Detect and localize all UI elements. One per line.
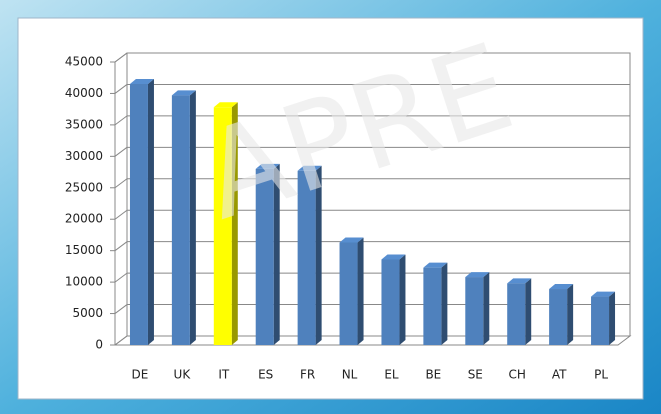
bar-top [423, 262, 448, 268]
bar-side [357, 237, 364, 345]
grid-line-side [114, 146, 128, 157]
x-tick-label: DE [132, 368, 149, 382]
bar-side [147, 79, 154, 345]
x-tick-label: AT [552, 368, 567, 382]
bar [465, 277, 484, 345]
bar-side [399, 254, 406, 345]
bar [549, 289, 568, 345]
bar-top [129, 79, 154, 85]
bar-top [549, 284, 574, 290]
y-tick-label: 10000 [65, 275, 103, 289]
bar-side [231, 102, 238, 345]
x-tick-label: BE [425, 368, 441, 382]
x-tick-label: ES [258, 368, 273, 382]
x-tick-label: EL [384, 368, 399, 382]
y-tick-label: 30000 [65, 149, 103, 163]
x-tick-label: FR [300, 368, 315, 382]
bar [297, 170, 316, 345]
bar-top [171, 90, 196, 96]
grid-line-side [114, 115, 128, 126]
bar [171, 95, 190, 345]
bar-side [189, 90, 196, 345]
plot-area: 0 5000 10000 15000 20000 25000 30000 35000 40000… [65, 52, 632, 382]
y-tick-label: 35000 [65, 117, 103, 131]
x-tick-label: SE [468, 368, 483, 382]
bar-top [297, 165, 322, 171]
bar-side [609, 291, 616, 345]
x-tick-label: CH [509, 368, 526, 382]
x-tick-label: UK [174, 368, 192, 382]
bar-top [213, 102, 238, 108]
x-tick-label: PL [594, 368, 608, 382]
bar [381, 259, 400, 345]
bar-side [441, 262, 448, 345]
bar-top [381, 254, 406, 260]
x-tick-label: IT [218, 368, 230, 382]
grid-line-side [114, 84, 128, 94]
bar [591, 296, 610, 345]
x-tick-label: NL [342, 368, 358, 382]
bar [423, 267, 442, 345]
bar-top [465, 272, 490, 278]
bar-side [483, 272, 490, 345]
grid-line-side [114, 178, 128, 189]
bar [255, 168, 274, 345]
grid-line-side [114, 209, 128, 220]
grid-line-side [114, 335, 128, 346]
y-tick-label: 5000 [72, 306, 103, 320]
y-tick-label: 40000 [65, 86, 103, 100]
bar-top [507, 278, 532, 284]
bar [507, 283, 526, 345]
bar-side [525, 278, 532, 345]
y-tick-label: 25000 [65, 180, 103, 194]
bar [339, 242, 358, 345]
bar-side [315, 165, 322, 345]
bar-top [255, 163, 280, 169]
grid-line-side [114, 272, 128, 283]
y-tick-label: 15000 [65, 243, 103, 257]
grid-line-side [114, 52, 128, 63]
bar [213, 107, 232, 345]
y-tick-label: 20000 [65, 212, 103, 226]
grid-line-side [114, 304, 128, 314]
grid-line-side [114, 241, 128, 252]
bar-side [273, 163, 280, 345]
bar [129, 84, 148, 345]
bar-side [567, 284, 574, 345]
bar-top [591, 291, 616, 297]
bar-top [339, 237, 364, 243]
y-tick-label: 0 [95, 338, 103, 352]
y-tick-label: 45000 [65, 55, 103, 69]
